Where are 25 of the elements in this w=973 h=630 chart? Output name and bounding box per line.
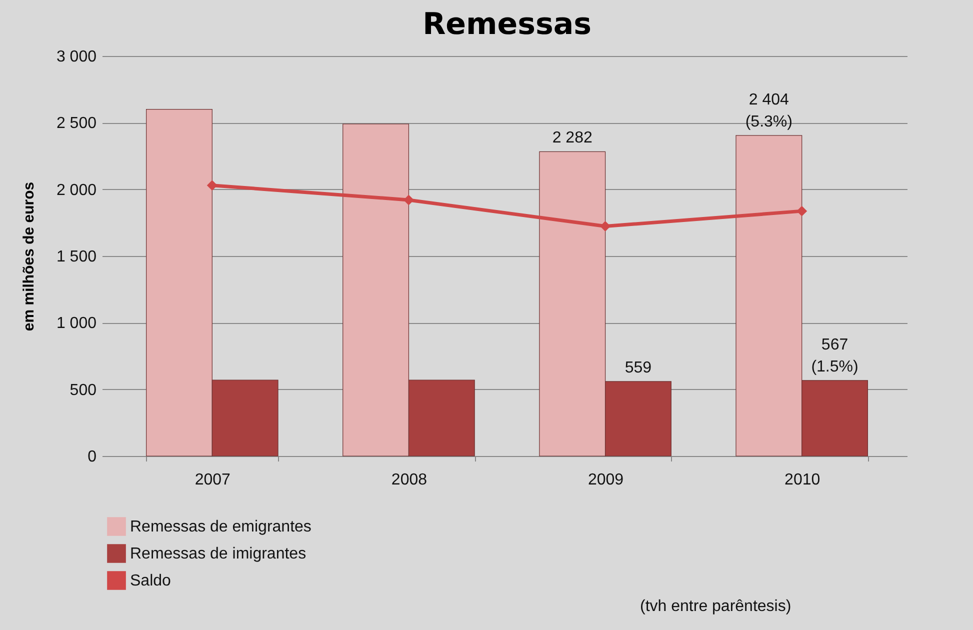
data-label: 2 282	[552, 130, 592, 147]
legend-label: Remessas de imigrantes	[130, 546, 306, 562]
y-tick-label: 1 500	[56, 248, 97, 266]
y-tick-label: 2 000	[56, 182, 97, 199]
text: (tvh entre parêntesis)	[640, 598, 792, 616]
x-tick-label: 2010	[784, 472, 820, 488]
chart-title: Remessas	[422, 7, 592, 42]
x-tick-label: 2009	[588, 472, 624, 488]
y-tick-label: 2 500	[56, 115, 97, 132]
text: 567 (1.5%)	[811, 336, 858, 376]
y-tick-label: 3 000	[56, 48, 97, 66]
point	[403, 194, 414, 206]
x-tick-label: 2008	[391, 472, 428, 488]
legend-label: Remessas de emigrantes	[130, 518, 312, 536]
point	[600, 221, 611, 232]
y-tick-label: 0	[88, 448, 97, 466]
y-tick-label: 1 000	[56, 315, 97, 332]
data-label: 559	[624, 359, 652, 376]
legend-label: Saldo	[130, 572, 172, 590]
point	[796, 206, 808, 216]
y-axis-title: em milhões de euros	[20, 182, 38, 332]
x-tick-label: 2007	[194, 472, 231, 488]
point	[206, 180, 218, 191]
text: 2 404 (5.3%)	[745, 91, 792, 130]
y-tick-label: 500	[70, 382, 97, 399]
